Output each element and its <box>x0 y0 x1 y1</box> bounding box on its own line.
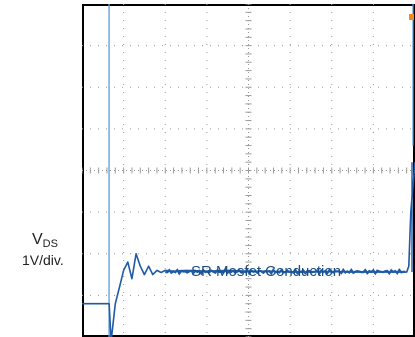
scope-plot <box>82 4 415 337</box>
vds-trace-plateau <box>165 267 406 276</box>
y-axis-label: VDS <box>32 232 78 252</box>
trigger-marker <box>409 14 414 20</box>
trace-annotation: SR Mosfet Conduction <box>191 263 342 280</box>
y-scale-label: 1V/div. <box>22 252 64 268</box>
oscilloscope-screen <box>82 4 415 337</box>
y-axis-symbol: V <box>32 231 43 248</box>
y-axis-subscript: DS <box>42 238 58 250</box>
